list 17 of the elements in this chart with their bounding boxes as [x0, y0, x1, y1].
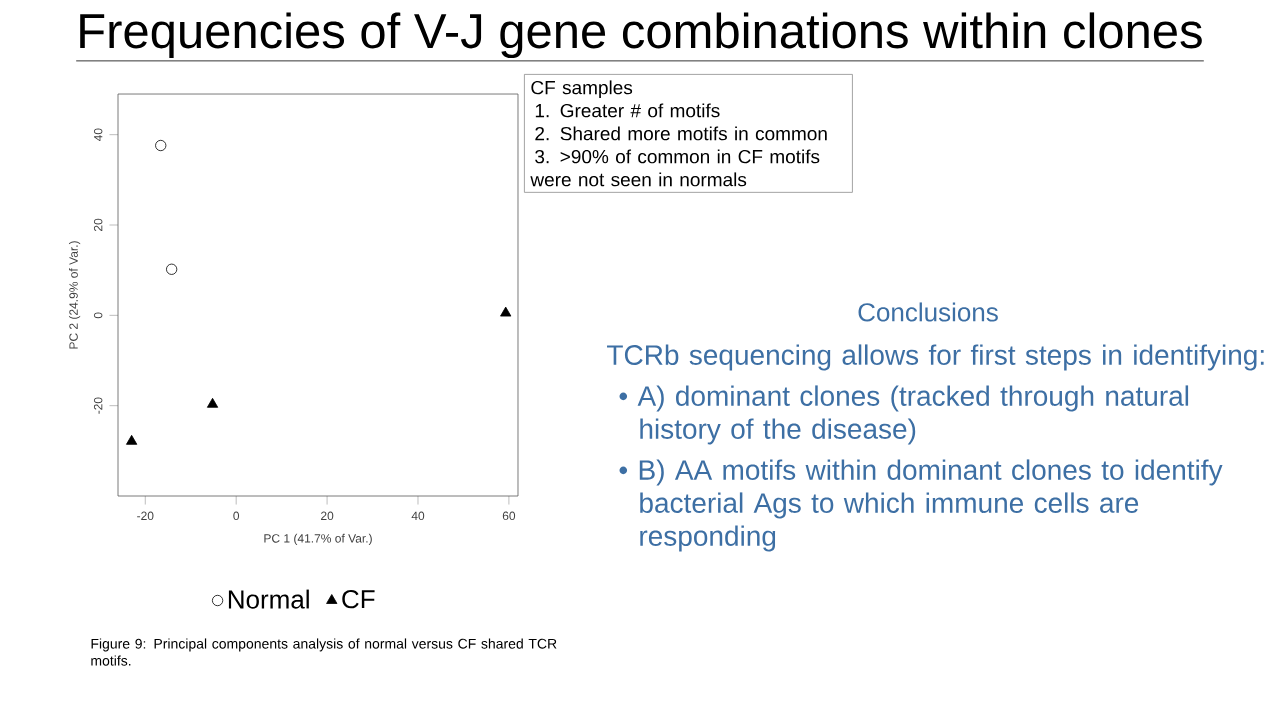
- point: [166, 263, 178, 275]
- text: Conclusions: [858, 302, 998, 322]
- legend-label: Normal: [228, 589, 309, 609]
- text: • B) AA motifs within dominant clones to identify bacterial Ags to which immune cells are responding: [619, 459, 1223, 552]
- legend-label: CF: [342, 589, 375, 609]
- text: 1. Greater # of motifs: [535, 103, 720, 118]
- point: [206, 397, 219, 408]
- text: Frequencies of V-J gene combinations within clones: [80, 12, 1202, 59]
- text: 2. Shared more motifs in common: [535, 126, 827, 141]
- text: CF samples: [531, 80, 633, 99]
- text: 3. >90% of common in CF motifs: [535, 149, 820, 164]
- text: were not seen in normals: [530, 172, 747, 187]
- point: [500, 306, 512, 317]
- point: [126, 434, 138, 445]
- text: TCRb sequencing allows for first steps in identifying:: [607, 344, 1264, 371]
- text: • A) dominant clones (tracked through natural history of the disease): [619, 385, 1189, 445]
- point: [155, 139, 167, 152]
